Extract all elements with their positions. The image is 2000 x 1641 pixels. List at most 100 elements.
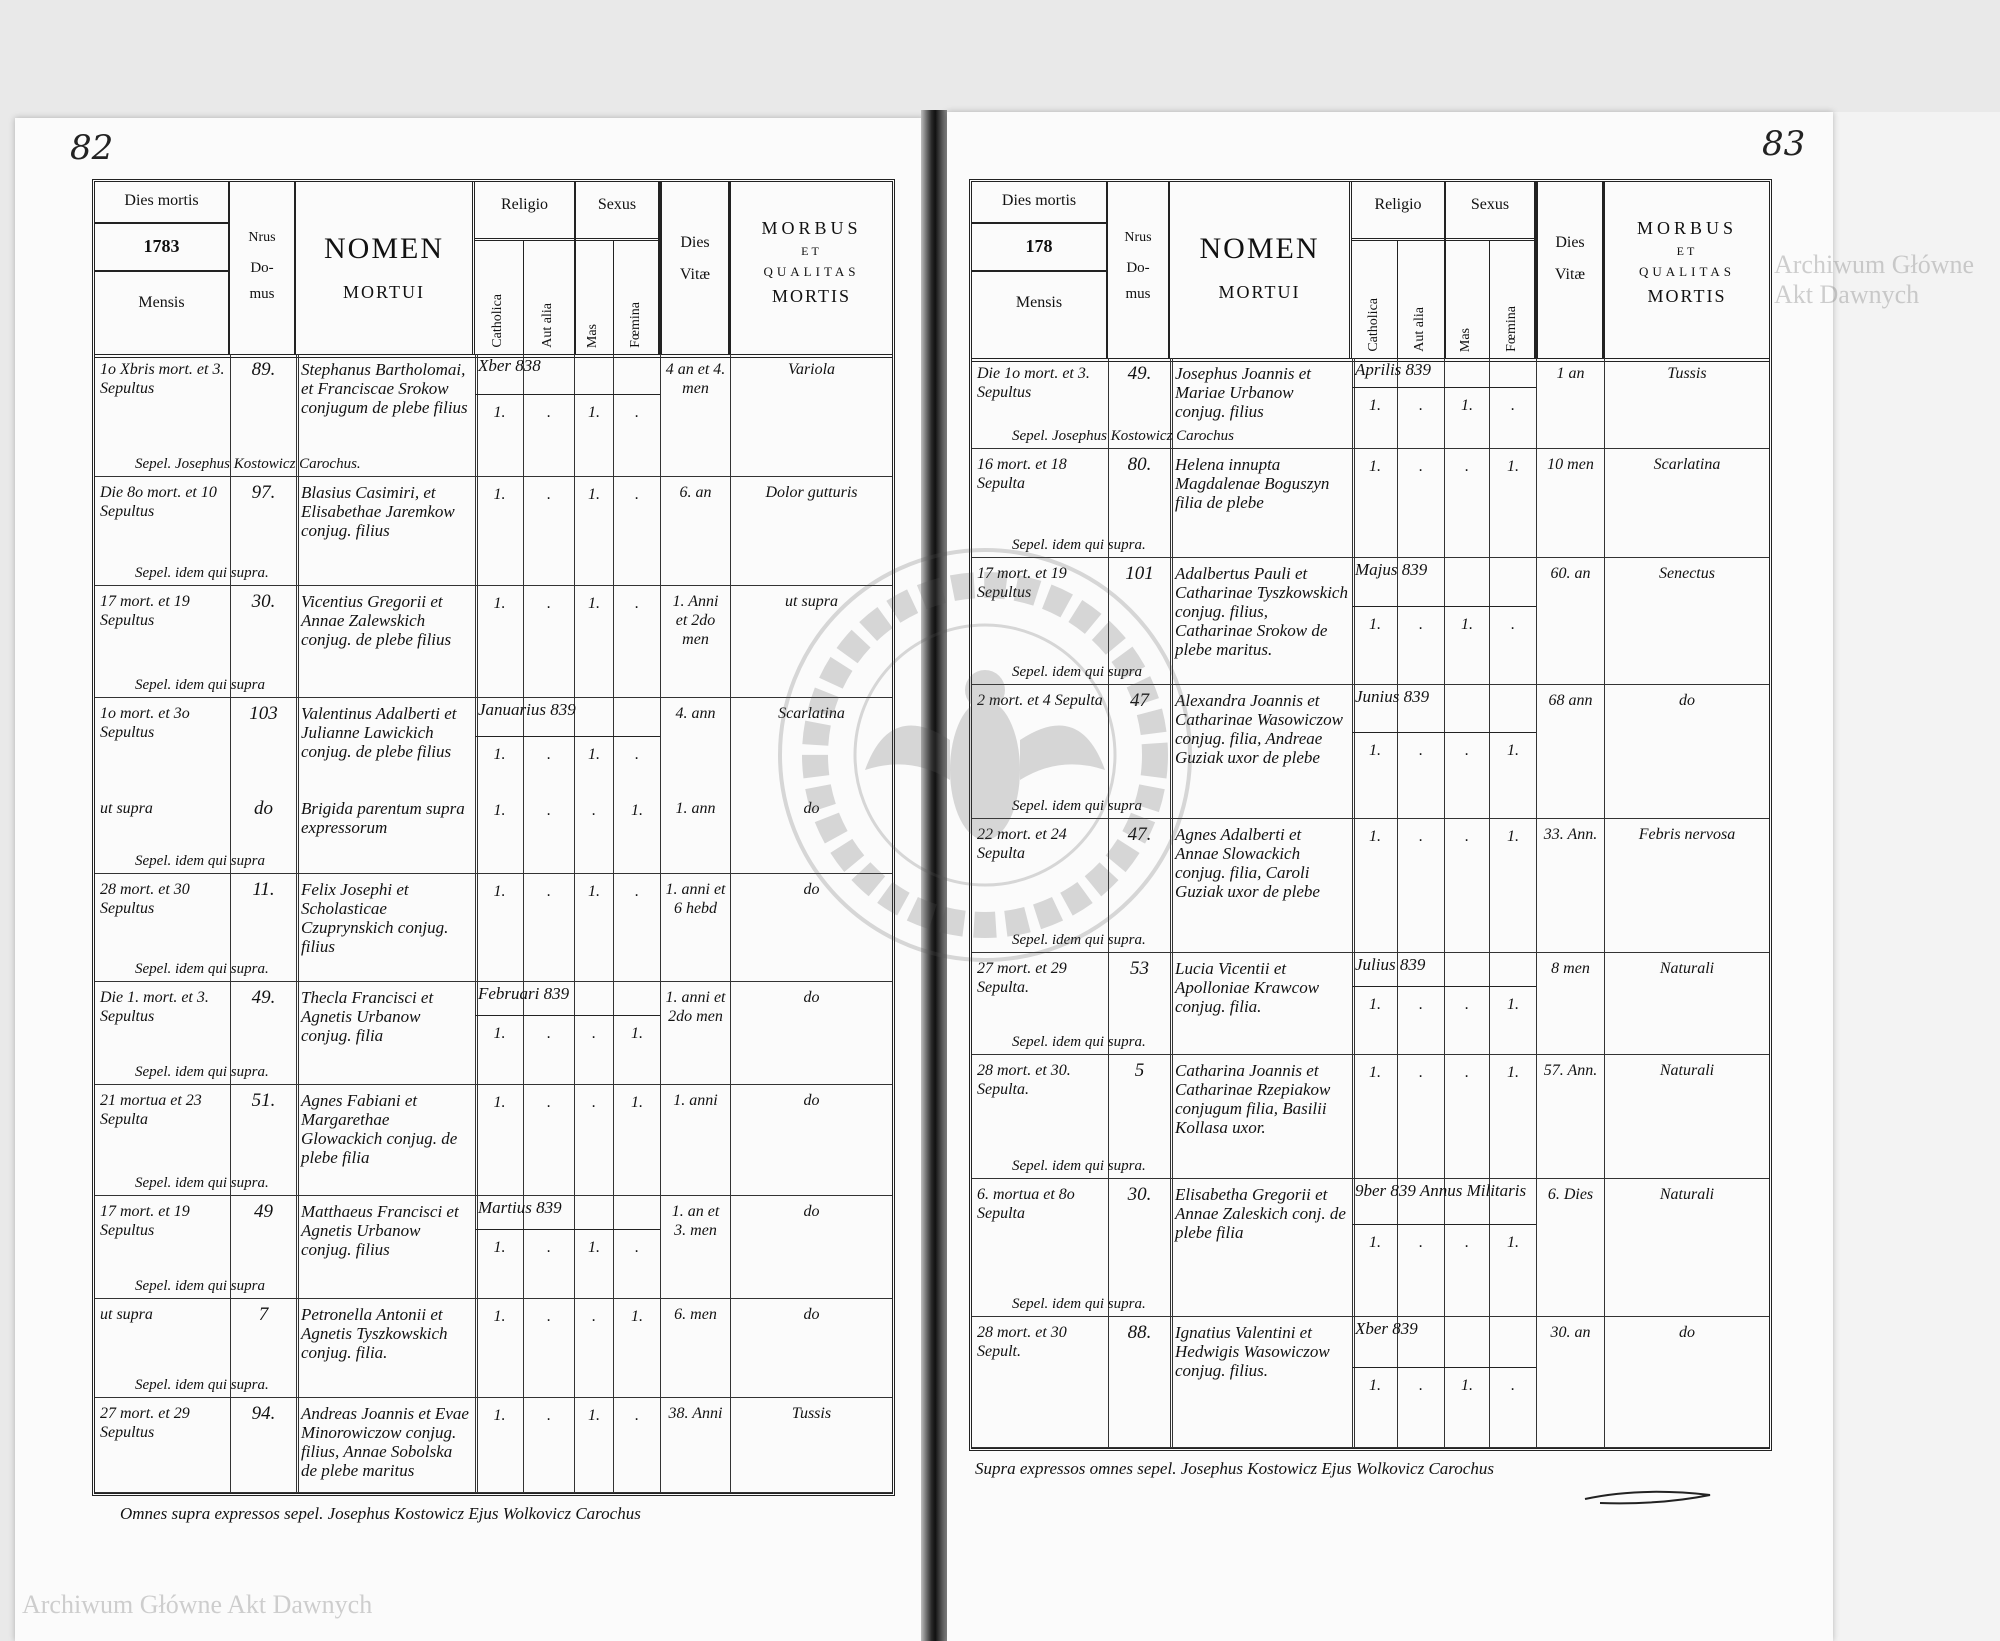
burial-note: Sepel. idem qui supra. bbox=[1012, 1034, 1146, 1050]
other-religion-mark: . bbox=[1419, 1233, 1423, 1251]
female-mark: . bbox=[635, 1239, 639, 1257]
header-religio: Religio bbox=[475, 182, 574, 354]
catholic-mark: 1. bbox=[493, 1094, 506, 1111]
header-aut-alia: Aut alia bbox=[1411, 307, 1427, 352]
catholic-mark: 1. bbox=[1369, 397, 1381, 415]
other-religion-mark: . bbox=[547, 745, 551, 763]
female-mark: . bbox=[635, 745, 639, 763]
header-religio-label: Religio bbox=[500, 196, 549, 213]
divider bbox=[972, 222, 1106, 224]
cause-of-death: Dolor gutturis bbox=[765, 484, 858, 501]
burial-note: Sepel. Josephus Kostowicz Carochus. bbox=[135, 456, 361, 472]
book-binding bbox=[921, 110, 947, 1641]
female-mark: 1. bbox=[1507, 1064, 1519, 1081]
header-nomen-label: NOMEN bbox=[1199, 232, 1320, 265]
death-burial-date: 27 mort. et 29 Sepulta. bbox=[977, 960, 1067, 996]
register-entry: 17 mort. et 19 Sepultus 30. Vicentius Greg… bbox=[95, 586, 892, 698]
female-mark: 1. bbox=[1507, 995, 1519, 1013]
age-at-death: 1 an bbox=[1556, 365, 1585, 382]
month-heading: Junius 839 bbox=[1352, 685, 1536, 733]
catholic-mark: 1. bbox=[493, 403, 506, 421]
male-mark: . bbox=[592, 1308, 596, 1325]
cause-of-death: do bbox=[1679, 1324, 1695, 1341]
name-of-deceased: Helena innupta Magdalenae Boguszyn filia… bbox=[1175, 455, 1330, 512]
house-number: 49 bbox=[254, 1201, 273, 1222]
male-mark: 1. bbox=[588, 1239, 600, 1257]
house-number: 97. bbox=[251, 482, 276, 503]
burial-note: Sepel. idem qui supra bbox=[135, 677, 265, 693]
table-header: Dies mortis 178 Mensis Nrus Do-mus NOMEN MORTU… bbox=[972, 182, 1769, 362]
other-religion-mark: . bbox=[547, 595, 551, 612]
male-mark: . bbox=[592, 802, 596, 819]
burial-note: Sepel. idem qui supra. bbox=[135, 565, 269, 581]
burial-note: Sepel. idem qui supra bbox=[1012, 798, 1142, 814]
header-mas: Mas bbox=[584, 323, 600, 348]
register-entry: 22 mort. et 24 Sepulta 47. Agnes Adalberti… bbox=[972, 819, 1769, 953]
register-entry: Martius 839 17 mort. et 19 Sepultus 49 Matt… bbox=[95, 1196, 892, 1299]
column-line bbox=[1108, 358, 1109, 1448]
house-number: 30. bbox=[1127, 1184, 1152, 1205]
catholic-mark: 1. bbox=[1369, 1064, 1381, 1081]
header-dies-mortis-label: Dies mortis bbox=[124, 192, 199, 209]
divider bbox=[613, 240, 614, 354]
closing-note-right: Supra expressos omnes sepel. Josephus Ko… bbox=[975, 1459, 1494, 1478]
catholic-mark: 1. bbox=[493, 883, 506, 900]
female-mark: . bbox=[1511, 397, 1515, 415]
header-sexus: Sexus bbox=[574, 182, 660, 354]
house-number: 49. bbox=[1127, 363, 1152, 384]
column-line bbox=[1352, 358, 1355, 1448]
cause-of-death: do bbox=[803, 1203, 820, 1220]
female-mark: . bbox=[635, 486, 639, 503]
cause-of-death: do bbox=[803, 1306, 820, 1323]
header-dies-vitae: Dies Vitæ bbox=[1536, 182, 1604, 358]
header-foemina: Fœmina bbox=[1503, 306, 1519, 352]
male-mark: . bbox=[592, 1025, 596, 1043]
header-mortis: MORTIS bbox=[1647, 286, 1727, 306]
column-line bbox=[230, 354, 231, 1493]
male-mark: 1. bbox=[588, 1407, 600, 1424]
header-catholica: Catholica bbox=[490, 294, 505, 348]
cause-of-death: Naturali bbox=[1659, 1062, 1715, 1079]
column-line bbox=[475, 354, 478, 1493]
cause-of-death: Naturali bbox=[1659, 1186, 1715, 1203]
header-dies-mortis: Dies mortis 1783 Mensis bbox=[95, 182, 230, 354]
house-number: 88. bbox=[1127, 1322, 1152, 1343]
column-line bbox=[523, 354, 524, 1493]
female-mark: . bbox=[1511, 1376, 1515, 1394]
register-table-right: Dies mortis 178 Mensis Nrus Do-mus NOMEN MORTU… bbox=[969, 179, 1772, 1451]
age-at-death: 1. an et 3. men bbox=[671, 1203, 720, 1239]
name-of-deceased: Agnes Adalberti et Annae Slowackich conj… bbox=[1175, 825, 1320, 901]
house-number: 11. bbox=[252, 879, 275, 900]
register-entry: ut supra do Brigida parentum supra express… bbox=[95, 793, 892, 874]
age-at-death: 60. an bbox=[1550, 565, 1591, 582]
scan-margin bbox=[1833, 112, 2000, 1641]
catholic-mark: 1. bbox=[493, 1407, 506, 1424]
name-of-deceased: Agnes Fabiani et Margarethae Glowackich … bbox=[301, 1091, 458, 1167]
age-at-death: 8 men bbox=[1551, 960, 1590, 977]
month-heading: Aprilis 839 bbox=[1352, 358, 1536, 389]
cause-of-death: do bbox=[803, 989, 820, 1006]
name-of-deceased: Vicentius Gregorii et Annae Zalewskich c… bbox=[301, 592, 452, 649]
header-year: 178 bbox=[1025, 236, 1053, 256]
catholic-mark: 1. bbox=[493, 1025, 506, 1043]
house-number: 53 bbox=[1130, 958, 1149, 979]
house-number: 51. bbox=[251, 1090, 276, 1111]
burial-note: Sepel. idem qui supra bbox=[1012, 664, 1142, 680]
name-of-deceased: Stephanus Bartholomai, et Franciscae Sro… bbox=[301, 360, 468, 417]
death-burial-date: 17 mort. et 19 Sepultus bbox=[977, 565, 1067, 601]
register-entry: 16 mort. et 18 Sepulta 80. Helena innupta … bbox=[972, 449, 1769, 558]
header-sexus-label: Sexus bbox=[597, 196, 637, 213]
other-religion-mark: . bbox=[547, 1308, 551, 1325]
female-mark: 1. bbox=[631, 1025, 643, 1043]
cause-of-death: ut supra bbox=[785, 593, 838, 610]
age-at-death: 1. anni et 2do men bbox=[665, 989, 726, 1025]
watermark-right: Archiwum Główne Akt Dawnych bbox=[1774, 250, 1975, 309]
divider bbox=[1352, 238, 1536, 241]
cause-of-death: Scarlatina bbox=[1653, 456, 1721, 473]
burial-note: Sepel. Josephus Kostowicz Carochus bbox=[1012, 428, 1234, 444]
other-religion-mark: . bbox=[1419, 828, 1423, 845]
catholic-mark: 1. bbox=[493, 745, 506, 763]
column-line bbox=[574, 354, 575, 1493]
header-mensis: Mensis bbox=[138, 294, 185, 311]
burial-note: Sepel. idem qui supra. bbox=[1012, 932, 1146, 948]
